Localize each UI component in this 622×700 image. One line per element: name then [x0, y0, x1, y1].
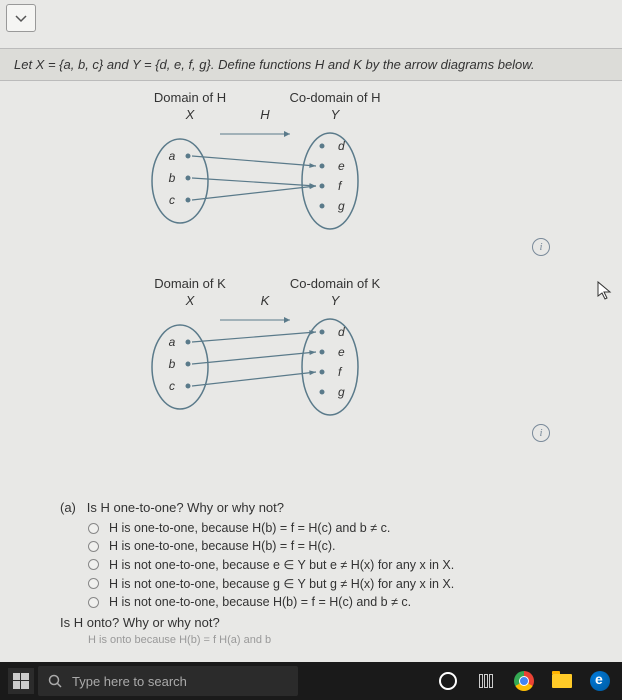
diagram-H-domain-label: Domain of H — [130, 90, 250, 105]
diagram-H-func-name: H — [250, 107, 280, 122]
dropdown-button[interactable] — [6, 4, 36, 32]
diagram-H-codomain-set: Y — [280, 107, 390, 122]
diagram-K-codomain-label: Co-domain of K — [270, 276, 400, 291]
edge-icon — [590, 671, 610, 691]
folder-icon — [552, 674, 572, 688]
svg-text:d: d — [338, 139, 345, 153]
svg-text:e: e — [338, 159, 345, 173]
diagram-H-svg: abc defg — [130, 126, 410, 236]
diagram-H: Domain of H Co-domain of H X H Y abc defg… — [130, 90, 490, 236]
diagram-H-codomain-label: Co-domain of H — [270, 90, 400, 105]
radio-button[interactable] — [88, 578, 99, 589]
start-button[interactable] — [8, 668, 34, 694]
option-text: H is one-to-one, because H(b) = f = H(c)… — [109, 539, 335, 553]
svg-text:c: c — [169, 193, 175, 207]
cortana-button[interactable] — [434, 667, 462, 695]
radio-button[interactable] — [88, 523, 99, 534]
question-1-text: Is H one-to-one? Why or why not? — [87, 500, 284, 515]
svg-text:c: c — [169, 379, 175, 393]
truncated-option: H is onto because H(b) = f H(a) and b — [88, 634, 582, 646]
part-label: (a) — [60, 500, 76, 515]
diagram-K-func-name: K — [250, 293, 280, 308]
info-icon[interactable]: i — [532, 238, 550, 256]
cortana-icon — [439, 672, 457, 690]
option-row: H is not one-to-one, because H(b) = f = … — [88, 595, 582, 609]
search-icon — [48, 674, 62, 688]
radio-button[interactable] — [88, 597, 99, 608]
question-block: (a) Is H one-to-one? Why or why not? H i… — [60, 500, 582, 646]
option-text: H is not one-to-one, because g ∈ Y but g… — [109, 576, 454, 591]
option-row: H is not one-to-one, because e ∈ Y but e… — [88, 557, 582, 572]
svg-text:g: g — [338, 385, 345, 399]
svg-text:b: b — [169, 171, 176, 185]
chrome-icon — [514, 671, 534, 691]
diagram-K-codomain-set: Y — [280, 293, 390, 308]
svg-text:a: a — [169, 149, 176, 163]
edge-button[interactable] — [586, 667, 614, 695]
option-text: H is not one-to-one, because H(b) = f = … — [109, 595, 411, 609]
svg-text:b: b — [169, 357, 176, 371]
svg-text:e: e — [338, 345, 345, 359]
svg-text:a: a — [169, 335, 176, 349]
search-input[interactable]: Type here to search — [38, 666, 298, 696]
info-icon[interactable]: i — [532, 424, 550, 442]
question-2-text: Is H onto? Why or why not? — [60, 615, 582, 630]
diagram-H-domain-set: X — [130, 107, 250, 122]
svg-text:g: g — [338, 199, 345, 213]
diagram-K-domain-set: X — [130, 293, 250, 308]
problem-statement: Let X = {a, b, c} and Y = {d, e, f, g}. … — [0, 48, 622, 81]
svg-text:f: f — [338, 365, 343, 379]
diagrams-container: Domain of H Co-domain of H X H Y abcdefg… — [130, 90, 490, 462]
option-row: H is one-to-one, because H(b) = f = H(c)… — [88, 539, 582, 553]
diagram-K-domain-label: Domain of K — [130, 276, 250, 291]
cursor-icon — [596, 280, 614, 308]
svg-text:f: f — [338, 179, 343, 193]
explorer-button[interactable] — [548, 667, 576, 695]
diagram-K-svg: abc defg — [130, 312, 410, 422]
taskview-icon — [479, 674, 493, 688]
diagram-K: Domain of K Co-domain of K X K Y abc defg… — [130, 276, 490, 422]
option-text: H is one-to-one, because H(b) = f = H(c)… — [109, 521, 390, 535]
chevron-down-icon — [14, 11, 28, 25]
taskview-button[interactable] — [472, 667, 500, 695]
option-text: H is not one-to-one, because e ∈ Y but e… — [109, 557, 454, 572]
radio-button[interactable] — [88, 541, 99, 552]
chrome-button[interactable] — [510, 667, 538, 695]
radio-button[interactable] — [88, 559, 99, 570]
search-placeholder: Type here to search — [72, 674, 187, 689]
taskbar: Type here to search — [0, 662, 622, 700]
option-row: H is one-to-one, because H(b) = f = H(c)… — [88, 521, 582, 535]
windows-icon — [13, 673, 29, 689]
option-row: H is not one-to-one, because g ∈ Y but g… — [88, 576, 582, 591]
svg-text:d: d — [338, 325, 345, 339]
